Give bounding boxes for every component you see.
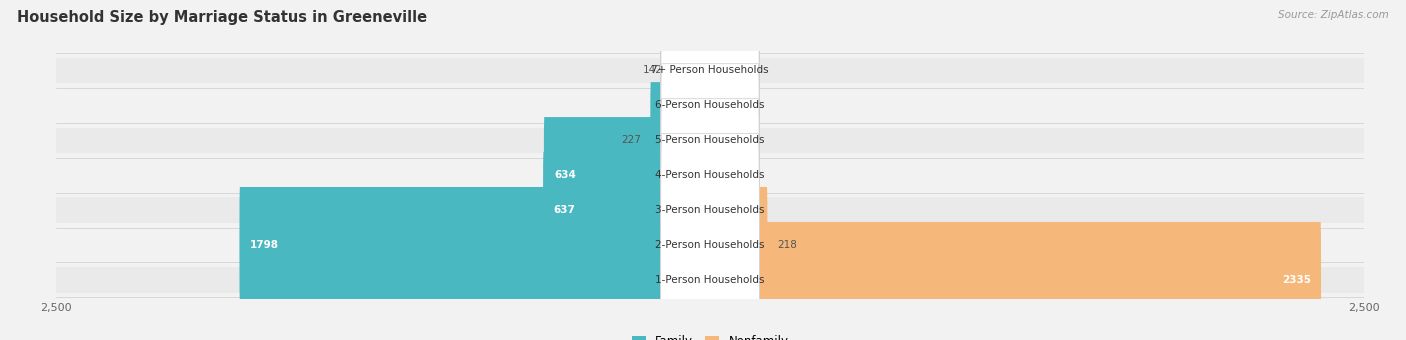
- Text: 3-Person Households: 3-Person Households: [655, 205, 765, 215]
- Text: 6-Person Households: 6-Person Households: [655, 100, 765, 110]
- FancyBboxPatch shape: [693, 47, 710, 163]
- Bar: [56, 267, 1364, 292]
- Bar: [56, 92, 1364, 118]
- Legend: Family, Nonfamily: Family, Nonfamily: [631, 335, 789, 340]
- Text: 0: 0: [693, 275, 700, 285]
- Bar: [56, 233, 1364, 258]
- Text: 218: 218: [778, 240, 797, 250]
- FancyBboxPatch shape: [544, 117, 710, 233]
- Text: 227: 227: [621, 135, 641, 145]
- Bar: [56, 163, 1364, 188]
- Text: 634: 634: [554, 170, 576, 180]
- Text: 7: 7: [721, 170, 728, 180]
- FancyBboxPatch shape: [661, 0, 759, 252]
- Text: 7+ Person Households: 7+ Person Households: [651, 65, 769, 75]
- FancyBboxPatch shape: [661, 64, 759, 340]
- FancyBboxPatch shape: [661, 99, 759, 340]
- Text: 1798: 1798: [250, 240, 278, 250]
- FancyBboxPatch shape: [661, 29, 759, 321]
- FancyBboxPatch shape: [661, 134, 759, 340]
- FancyBboxPatch shape: [543, 152, 710, 268]
- Text: 0: 0: [720, 65, 727, 75]
- Text: 65: 65: [671, 100, 683, 110]
- Bar: [56, 128, 1364, 153]
- Text: 637: 637: [553, 205, 575, 215]
- FancyBboxPatch shape: [710, 152, 714, 268]
- Text: 1-Person Households: 1-Person Households: [655, 275, 765, 285]
- Bar: [56, 58, 1364, 83]
- Text: 142: 142: [643, 65, 664, 75]
- Text: 5-Person Households: 5-Person Households: [655, 135, 765, 145]
- Text: 2335: 2335: [1282, 275, 1310, 285]
- FancyBboxPatch shape: [710, 187, 768, 303]
- Text: Source: ZipAtlas.com: Source: ZipAtlas.com: [1278, 10, 1389, 20]
- Text: Household Size by Marriage Status in Greeneville: Household Size by Marriage Status in Gre…: [17, 10, 427, 25]
- Text: 0: 0: [720, 135, 727, 145]
- FancyBboxPatch shape: [661, 0, 759, 287]
- Text: 4-Person Households: 4-Person Households: [655, 170, 765, 180]
- Text: 2-Person Households: 2-Person Households: [655, 240, 765, 250]
- Text: 13: 13: [723, 205, 737, 215]
- FancyBboxPatch shape: [661, 0, 759, 217]
- Text: 0: 0: [720, 100, 727, 110]
- FancyBboxPatch shape: [672, 12, 710, 128]
- Bar: [56, 198, 1364, 223]
- FancyBboxPatch shape: [710, 222, 1322, 338]
- FancyBboxPatch shape: [650, 82, 710, 198]
- FancyBboxPatch shape: [710, 117, 713, 233]
- FancyBboxPatch shape: [239, 187, 710, 303]
